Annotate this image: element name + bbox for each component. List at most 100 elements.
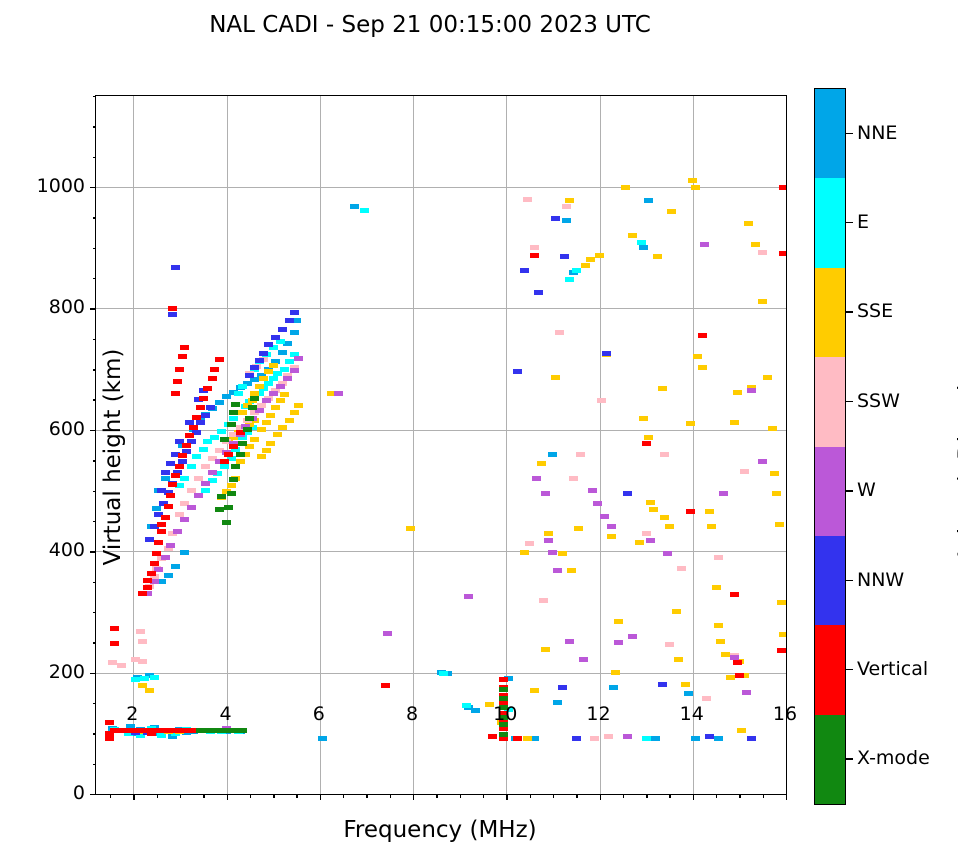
data-point [562, 203, 572, 209]
x-tick-label: 10 [493, 703, 518, 725]
data-point [277, 424, 287, 430]
data-point [548, 451, 558, 457]
data-point [156, 522, 166, 527]
data-point [135, 628, 145, 634]
data-point [513, 369, 523, 375]
data-point [254, 407, 264, 413]
data-point [268, 376, 278, 382]
data-point [240, 423, 250, 429]
data-point [767, 426, 777, 432]
data-point [739, 672, 749, 678]
data-point [553, 568, 563, 574]
data-point [117, 662, 127, 668]
x-tick [506, 794, 508, 800]
plot-surface [96, 96, 786, 794]
colorbar-label-w: W [857, 479, 876, 502]
data-point [534, 290, 544, 296]
data-point [550, 375, 560, 381]
data-point [236, 429, 246, 435]
data-point [196, 405, 206, 411]
data-point [704, 508, 714, 514]
data-point [499, 695, 509, 701]
data-point [154, 512, 164, 518]
y-tick-label: 200 [48, 660, 85, 683]
x-tick-label: 12 [586, 703, 611, 725]
y-minor-tick [92, 733, 96, 735]
y-minor-tick [92, 520, 96, 523]
data-point [567, 568, 577, 574]
data-point [776, 599, 786, 605]
x-gridline [692, 96, 694, 794]
y-tick-label: 800 [48, 296, 85, 319]
colorbar-tick [846, 490, 853, 492]
data-point [641, 440, 651, 446]
data-point [529, 688, 539, 694]
data-point [662, 551, 672, 557]
data-point [154, 566, 164, 572]
data-point [254, 383, 264, 389]
data-point [201, 488, 211, 494]
x-minor-tick [296, 794, 298, 798]
data-point [110, 626, 120, 632]
data-point [156, 733, 166, 739]
data-point [163, 503, 173, 509]
data-point [145, 536, 155, 542]
y-minor-tick [92, 156, 96, 159]
y-minor-tick [92, 460, 96, 462]
colorbar-label-e: E [857, 211, 870, 234]
x-tick [599, 794, 601, 800]
data-point [282, 341, 292, 347]
y-minor-tick [92, 581, 96, 583]
data-point [326, 390, 336, 396]
data-point [499, 718, 509, 724]
data-point [776, 648, 786, 654]
data-point [154, 540, 164, 546]
data-point [520, 268, 530, 274]
data-point [536, 460, 546, 466]
x-minor-tick [716, 794, 718, 798]
colorbar-segment-w [815, 446, 845, 537]
colorbar-segment-e [815, 178, 845, 269]
y-tick-label: 1000 [36, 175, 85, 198]
data-point [149, 579, 159, 585]
x-tick [226, 794, 228, 800]
x-tick [786, 794, 788, 800]
x-minor-tick [529, 794, 531, 798]
data-point [145, 672, 155, 678]
colorbar-segment-nnw [815, 535, 845, 626]
data-point [175, 512, 185, 518]
data-point [182, 443, 192, 449]
x-gridline [133, 96, 135, 794]
data-point [522, 735, 532, 741]
data-point [168, 305, 178, 311]
data-point [641, 530, 651, 536]
data-point [222, 728, 232, 734]
data-point [110, 728, 120, 734]
data-point [606, 524, 616, 530]
data-point [198, 388, 208, 394]
data-point [289, 330, 299, 336]
data-point [226, 728, 236, 734]
data-point [758, 298, 768, 304]
colorbar-tick [846, 758, 853, 760]
data-point [499, 687, 509, 693]
data-point [226, 483, 236, 489]
data-point [548, 549, 558, 555]
data-point [739, 468, 749, 474]
data-point [133, 728, 143, 734]
data-point [131, 677, 141, 683]
x-minor-tick [482, 794, 485, 798]
data-point [138, 591, 148, 597]
data-point [142, 728, 152, 734]
data-point [173, 378, 183, 384]
data-point [557, 551, 567, 557]
data-point [208, 478, 218, 484]
data-point [161, 728, 171, 734]
data-point [741, 689, 751, 695]
data-point [201, 480, 211, 486]
data-point [170, 451, 180, 457]
data-point [667, 208, 677, 214]
data-point [152, 728, 162, 734]
data-point [613, 639, 623, 645]
data-point [194, 475, 204, 481]
